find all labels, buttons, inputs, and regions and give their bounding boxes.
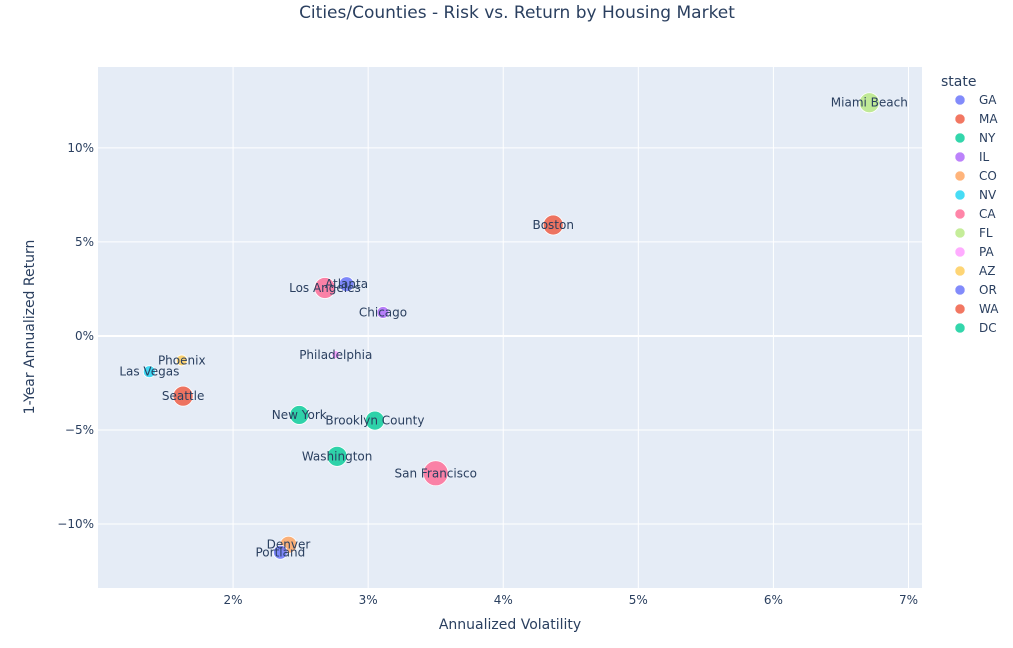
- legend-marker[interactable]: [954, 189, 966, 201]
- point-label: Brooklyn County: [325, 414, 424, 428]
- point-label: Washington: [302, 449, 373, 463]
- legend-item-label[interactable]: OR: [979, 283, 997, 297]
- y-axis-label: 1-Year Annualized Return: [22, 240, 38, 415]
- data-point-chicago[interactable]: [376, 306, 390, 319]
- legend-marker[interactable]: [954, 132, 966, 144]
- data-point-brooklyn-county[interactable]: [365, 410, 385, 431]
- legend-marker[interactable]: [954, 227, 966, 239]
- x-tick-label: 4%: [494, 593, 513, 607]
- data-point-atlanta[interactable]: [338, 276, 355, 293]
- legend-item-label[interactable]: FL: [979, 226, 993, 240]
- legend-item-label[interactable]: PA: [979, 245, 994, 259]
- legend-marker[interactable]: [954, 170, 966, 182]
- legend-item-label[interactable]: NY: [979, 131, 996, 145]
- data-point-miami-beach[interactable]: [858, 92, 880, 114]
- legend-marker[interactable]: [954, 322, 966, 334]
- data-point-seattle[interactable]: [172, 385, 194, 407]
- legend-marker[interactable]: [954, 94, 966, 106]
- legend-item-label[interactable]: CA: [979, 207, 996, 221]
- point-label: Boston: [532, 218, 573, 232]
- legend-marker[interactable]: [954, 151, 966, 163]
- point-label: Denver: [267, 538, 311, 552]
- y-tick-label: −10%: [57, 517, 94, 531]
- point-label: Portland: [256, 545, 306, 559]
- legend-item-label[interactable]: AZ: [979, 264, 995, 278]
- x-tick-label: 6%: [764, 593, 783, 607]
- data-point-philadelphia[interactable]: [331, 350, 341, 360]
- point-label: Miami Beach: [831, 96, 908, 110]
- data-point-boston[interactable]: [542, 214, 564, 236]
- point-label: Philadelphia: [299, 348, 372, 362]
- data-points: [142, 92, 880, 560]
- data-point-las-vegas[interactable]: [142, 365, 156, 379]
- legend-marker[interactable]: [954, 113, 966, 125]
- legend-marker[interactable]: [954, 208, 966, 220]
- chart-title: Cities/Counties - Risk vs. Return by Hou…: [299, 3, 735, 23]
- legend-marker[interactable]: [954, 246, 966, 258]
- y-tick-label: −5%: [65, 423, 94, 437]
- x-tick-label: 5%: [629, 593, 648, 607]
- legend-item-label[interactable]: GA: [979, 93, 997, 107]
- point-label: Seattle: [162, 389, 204, 403]
- y-tick-label: 0%: [75, 329, 94, 343]
- legend-marker[interactable]: [954, 284, 966, 296]
- legend-marker[interactable]: [954, 303, 966, 315]
- data-point-san-francisco[interactable]: [422, 460, 449, 487]
- legend: state GA MA NY IL CO NV CA FL PA AZ OR WA DC: [941, 74, 999, 335]
- point-label: San Francisco: [394, 466, 476, 480]
- x-axis-label: Annualized Volatility: [439, 617, 581, 633]
- y-tick-label: 5%: [75, 235, 94, 249]
- plot-area: [98, 67, 922, 588]
- y-axis-ticks: −10% −5% 0% 5% 10%: [57, 141, 94, 531]
- legend-item-label[interactable]: DC: [979, 321, 997, 335]
- point-label: Phoenix: [158, 353, 206, 367]
- legend-item-label[interactable]: MA: [979, 112, 998, 126]
- point-label: Atlanta: [325, 277, 368, 291]
- legend-item-label[interactable]: CO: [979, 169, 997, 183]
- legend-marker[interactable]: [954, 265, 966, 277]
- point-label: New York: [272, 408, 327, 422]
- data-point-new-york[interactable]: [289, 405, 310, 425]
- x-tick-label: 3%: [359, 593, 378, 607]
- data-point-los-angeles[interactable]: [314, 277, 336, 299]
- x-tick-label: 2%: [224, 593, 243, 607]
- point-label: Los Angeles: [289, 281, 361, 295]
- y-tick-label: 10%: [67, 141, 94, 155]
- x-axis-ticks: 2% 3% 4% 5% 6% 7%: [224, 593, 918, 607]
- data-point-phoenix[interactable]: [175, 354, 188, 367]
- legend-item-label[interactable]: NV: [979, 188, 997, 202]
- data-point-washington[interactable]: [326, 445, 348, 467]
- gridlines: [98, 67, 922, 588]
- legend-title: state: [941, 74, 976, 90]
- legend-item-label[interactable]: IL: [979, 150, 990, 164]
- point-label: Chicago: [359, 305, 407, 319]
- point-label: Las Vegas: [119, 365, 179, 379]
- x-tick-label: 7%: [899, 593, 918, 607]
- legend-item-label[interactable]: WA: [979, 302, 999, 316]
- data-point-portland[interactable]: [272, 544, 288, 560]
